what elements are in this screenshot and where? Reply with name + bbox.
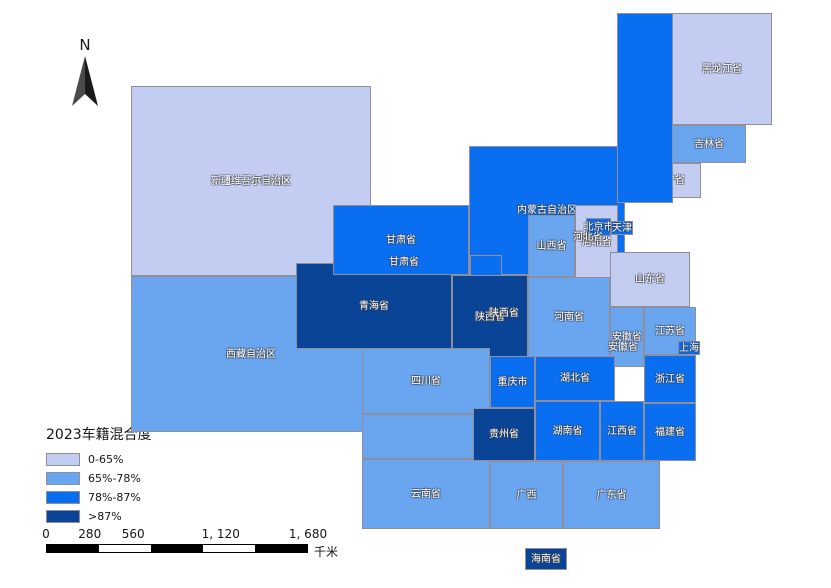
region-label: 陕西省	[475, 312, 505, 323]
scale-tick-1: 280	[78, 527, 102, 541]
region-label: 福建省	[655, 426, 685, 438]
region-jilin[interactable]: 吉林省	[672, 125, 746, 163]
legend-swatch	[46, 472, 80, 485]
legend-swatch	[46, 491, 80, 504]
region-label: 山东省	[635, 274, 665, 285]
region-label: 广东省	[596, 489, 627, 501]
scale-bar: 0 280 560 1, 120 1, 680 千米	[42, 527, 338, 559]
scale-segment-4	[255, 545, 307, 552]
region-guangxi[interactable]: 广西	[490, 461, 563, 529]
scale-segment-3	[203, 545, 255, 552]
region-yunnan[interactable]: 云南省	[362, 459, 490, 529]
region-gansu[interactable]: 甘肃省	[333, 205, 469, 275]
scale-tick-3: 1, 120	[201, 527, 240, 541]
region-tianjin[interactable]: 天津	[611, 221, 633, 235]
region-label: 西藏自治区	[226, 348, 276, 360]
legend-row-1[interactable]: 65%-78%	[46, 470, 276, 487]
region-label: 江西省	[607, 425, 637, 437]
region-label: 广西	[516, 489, 537, 501]
legend-swatch	[46, 510, 80, 523]
region-label: 新疆维吾尔自治区	[211, 175, 291, 187]
region-label: 上海	[679, 342, 699, 354]
region-sichuan-low[interactable]	[362, 414, 490, 459]
region-xinjiang[interactable]: 新疆维吾尔自治区	[131, 86, 371, 276]
region-henan[interactable]: 河南省	[528, 277, 610, 357]
region-qinghai[interactable]: 青海省	[296, 263, 452, 349]
region-shanghai[interactable]: 上海	[678, 341, 700, 355]
region-label: 江苏省	[655, 325, 685, 337]
region-sichuan[interactable]: 四川省	[362, 348, 490, 414]
region-shandong[interactable]: 山东省	[610, 252, 690, 307]
region-label: 山西省	[536, 240, 567, 252]
legend-row-2[interactable]: 78%-87%	[46, 489, 276, 506]
north-arrow: N	[62, 36, 108, 108]
region-label: 四川省	[411, 375, 441, 387]
region-label: 青海省	[359, 300, 389, 312]
legend-swatch	[46, 453, 80, 466]
region-label: 天津	[612, 222, 632, 234]
region-label: 河南省	[554, 311, 584, 323]
region-fujian[interactable]: 福建省	[644, 403, 696, 461]
legend-row-0[interactable]: 0-65%	[46, 451, 276, 468]
region-chongqing[interactable]: 重庆市	[490, 356, 535, 408]
scale-bar-graphic	[46, 544, 308, 553]
region-shanxi[interactable]: 山西省	[528, 215, 575, 277]
legend: 2023车籍混合度 0-65% 65%-78% 78%-87% >87%	[46, 424, 276, 527]
region-anhui[interactable]: 安徽省	[610, 307, 644, 367]
region-beijing[interactable]: 北京市	[583, 218, 614, 236]
region-label: 海南省	[531, 553, 561, 565]
region-label: 贵州省	[489, 429, 519, 440]
legend-label: >87%	[88, 510, 122, 523]
scale-tick-2: 560	[121, 527, 145, 541]
scale-segment-1	[99, 545, 151, 552]
region-hunan[interactable]: 湖南省	[535, 401, 600, 461]
scale-bar-ticks: 0 280 560 1, 120 1, 680	[42, 527, 327, 542]
region-label: 甘肃省	[386, 234, 416, 246]
region-label: 重庆市	[497, 376, 528, 388]
scale-tick-0: 0	[42, 527, 50, 541]
north-arrow-label: N	[79, 36, 91, 54]
region-heilongjiang[interactable]: 黑龙江省	[672, 13, 772, 125]
region-label: 河北省	[581, 237, 612, 248]
legend-label: 78%-87%	[88, 491, 141, 504]
scale-segment-0	[47, 545, 99, 552]
scale-tick-4: 1, 680	[288, 527, 328, 541]
legend-title: 2023车籍混合度	[46, 427, 152, 443]
scale-bar-units: 千米	[314, 545, 339, 559]
region-label: 安徽省	[612, 331, 642, 343]
region-guizhou[interactable]: 贵州省	[473, 408, 535, 461]
north-arrow-icon	[72, 56, 98, 106]
legend-items: 0-65% 65%-78% 78%-87% >87%	[46, 451, 276, 525]
region-label: 湖北省	[560, 373, 590, 384]
legend-label: 65%-78%	[88, 472, 141, 485]
region-label: 云南省	[411, 488, 441, 500]
legend-row-3[interactable]: >87%	[46, 508, 276, 525]
region-label: 湖南省	[552, 425, 583, 437]
region-zhejiang[interactable]: 浙江省	[644, 355, 696, 403]
legend-label: 0-65%	[88, 453, 124, 466]
region-jiangxi[interactable]: 江西省	[600, 401, 644, 461]
region-label: 吉林省	[694, 138, 724, 150]
region-label: 浙江省	[655, 373, 685, 385]
region-hubei[interactable]: 湖北省	[535, 356, 615, 401]
region-neimenggu-arm[interactable]	[617, 13, 673, 203]
scale-segment-2	[151, 545, 203, 552]
region-label: 黑龙江省	[702, 63, 742, 75]
region-guangdong[interactable]: 广东省	[563, 461, 660, 529]
region-hainan[interactable]: 海南省	[525, 548, 567, 570]
region-label: 北京市	[583, 221, 614, 233]
